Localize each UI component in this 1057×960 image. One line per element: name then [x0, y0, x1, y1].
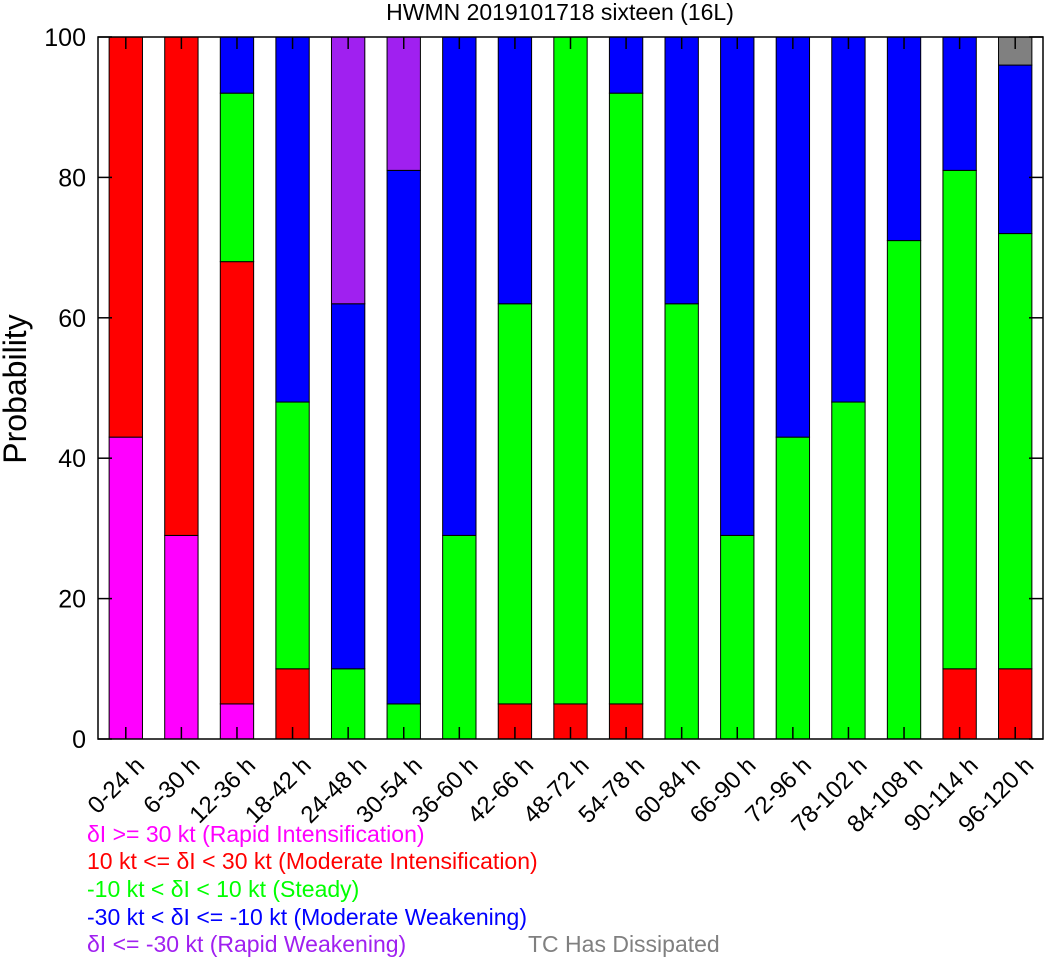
bar-segment-12-36h-series-2: [219, 92, 255, 263]
bar-segment-6-30h-series-0: [164, 534, 199, 740]
bar-segment-18-42h-series-3: [275, 36, 310, 403]
bar-segment-66-90h-series-3: [720, 36, 755, 536]
bar-segment-84-108h-series-2: [886, 240, 922, 740]
bar-segment-0-24h-series-0: [108, 436, 143, 740]
y-axis-label: Probability: [0, 314, 33, 463]
bar-segment-24-48h-series-4: [330, 36, 366, 305]
y-tick-label-20: 20: [58, 586, 86, 614]
bar-segment-36-60h-series-2: [442, 534, 477, 740]
bar-segment-84-108h-series-3: [886, 36, 922, 242]
bar-segment-90-114h-series-3: [942, 36, 977, 171]
y-tick-label-100: 100: [44, 24, 86, 52]
bar-segment-6-30h-series-1: [164, 36, 199, 536]
bar-segment-36-60h-series-3: [442, 36, 477, 536]
legend-steady: -10 kt < δI < 10 kt (Steady): [87, 876, 360, 902]
bar-segment-24-48h-series-3: [330, 303, 366, 670]
bar-segment-48-72h-series-2: [553, 36, 588, 705]
legend-tc-dissipated: TC Has Dissipated: [528, 931, 720, 957]
legend-rapid-weakening: δI <= -30 kt (Rapid Weakening): [87, 931, 407, 957]
bar-segment-18-42h-series-2: [275, 401, 310, 670]
bar-segment-72-96h-series-2: [775, 436, 811, 740]
legend-moderate-weakening: -30 kt < δI <= -10 kt (Moderate Weakenin…: [87, 904, 528, 930]
bar-segment-42-66h-series-3: [497, 36, 533, 305]
legend-moderate-intensification: 10 kt <= δI < 30 kt (Moderate Intensific…: [87, 848, 538, 874]
bar-segment-78-102h-series-3: [831, 36, 866, 403]
bar-segment-30-54h-series-4: [386, 36, 421, 171]
bar-segment-54-78h-series-2: [608, 92, 644, 705]
bar-segment-30-54h-series-3: [386, 169, 421, 705]
bar-segment-72-96h-series-3: [775, 36, 811, 438]
legend-rapid-intensification: δI >= 30 kt (Rapid Intensification): [87, 821, 425, 847]
bar-segment-96-120h-series-3: [998, 64, 1033, 235]
bar-segment-0-24h-series-1: [108, 36, 143, 438]
x-tick-label-0: 0-24 h: [83, 752, 150, 819]
chart-title: HWMN 2019101718 sixteen (16L): [386, 0, 734, 25]
bar-segment-60-84h-series-3: [664, 36, 699, 305]
bars-layer: [108, 36, 1033, 740]
y-tick-label-80: 80: [58, 164, 86, 192]
bar-segment-66-90h-series-2: [720, 534, 755, 740]
bar-segment-60-84h-series-2: [664, 303, 699, 740]
axis-layer: [97, 36, 1044, 740]
y-tick-label-60: 60: [58, 305, 86, 333]
bar-segment-42-66h-series-2: [497, 303, 533, 705]
bar-segment-90-114h-series-2: [942, 169, 977, 670]
bar-segment-78-102h-series-2: [831, 401, 866, 740]
y-tick-label-40: 40: [58, 445, 86, 473]
bar-segment-12-36h-series-1: [219, 261, 255, 705]
bar-segment-54-78h-series-3: [608, 36, 644, 94]
y-tick-label-0: 0: [72, 726, 86, 754]
bar-segment-96-120h-series-2: [998, 233, 1033, 670]
